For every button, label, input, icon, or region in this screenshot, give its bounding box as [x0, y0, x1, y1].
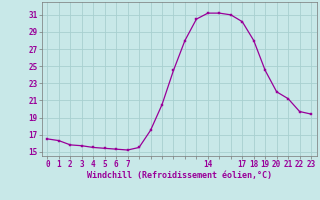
X-axis label: Windchill (Refroidissement éolien,°C): Windchill (Refroidissement éolien,°C): [87, 171, 272, 180]
